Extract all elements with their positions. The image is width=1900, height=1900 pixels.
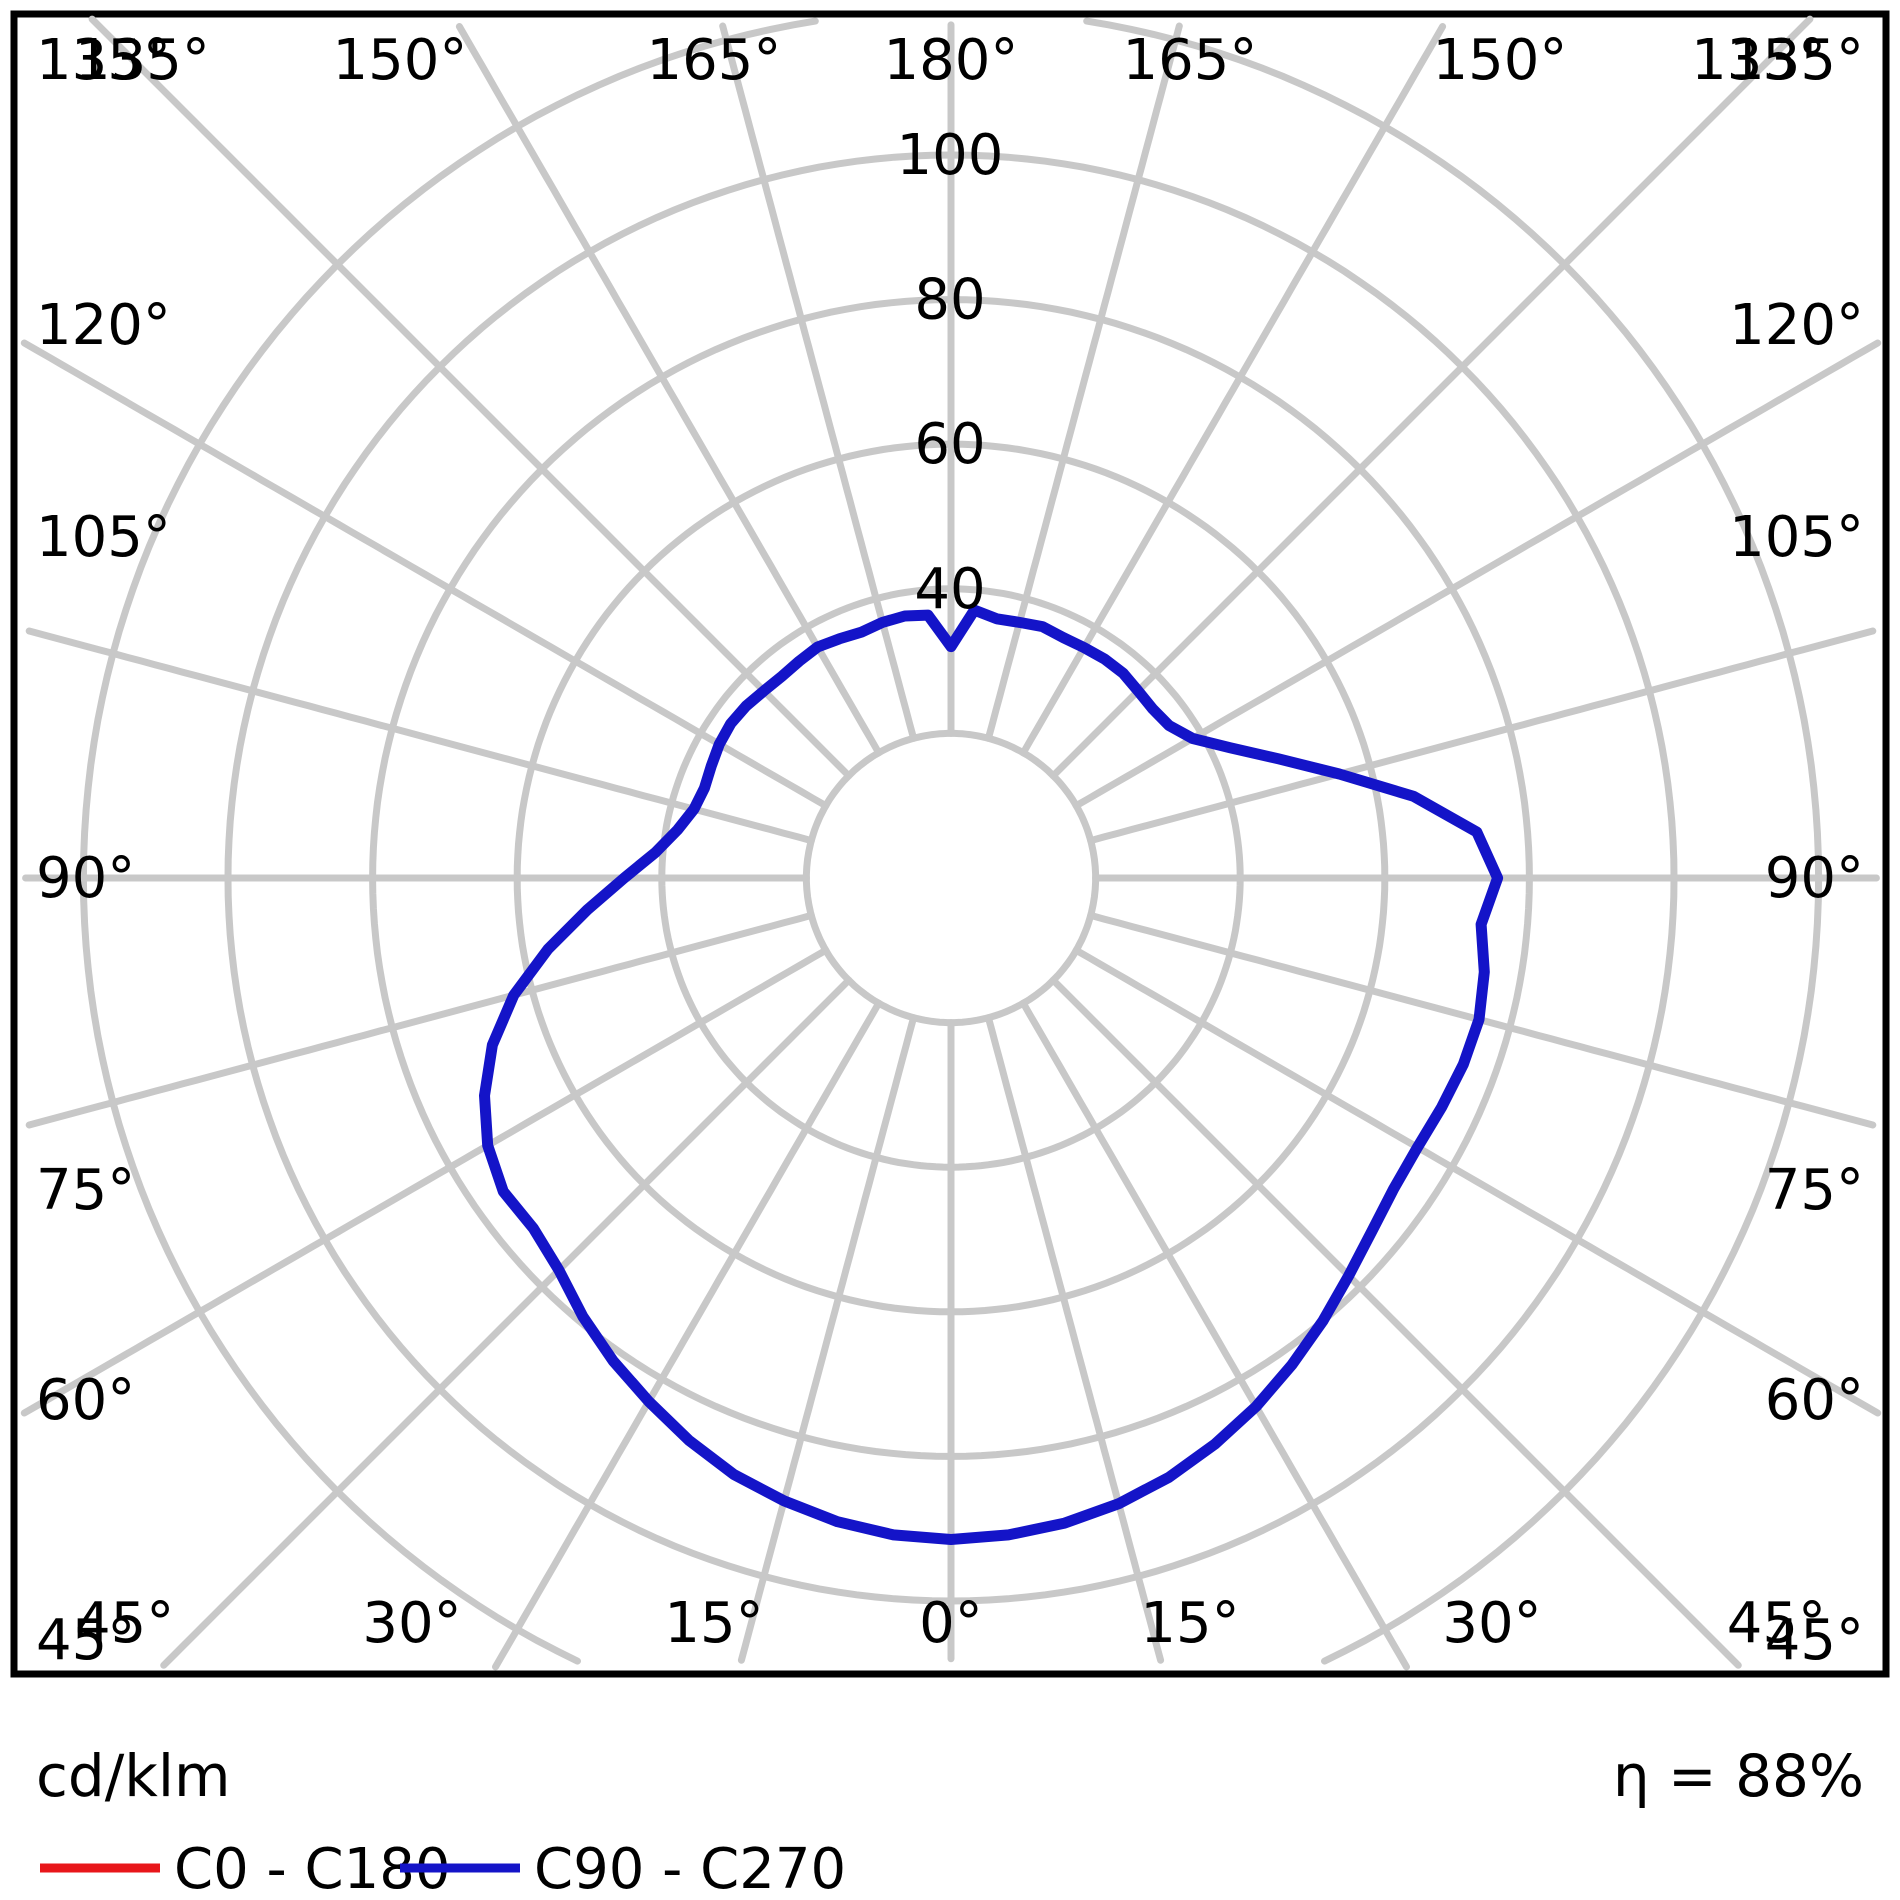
distribution-curves xyxy=(479,604,1504,1545)
angle-label-left: 135° xyxy=(36,28,171,93)
angle-label-top: 135° xyxy=(1691,28,1826,93)
angle-label-bottom: 45° xyxy=(75,1591,174,1656)
grid-spoke xyxy=(20,946,830,1417)
angle-label-top: 180° xyxy=(884,28,1019,93)
angle-label-top: 150° xyxy=(1433,28,1568,93)
angle-label-right: 120° xyxy=(1729,293,1864,358)
angular-tick-labels: 135° 120° 105° 90° 75° 60° 45° 135° 120° 105° 90° 7… xyxy=(36,28,1864,1673)
series-curve xyxy=(479,604,1504,1545)
angle-label-top: 165° xyxy=(1123,28,1258,93)
grid-spoke xyxy=(20,339,830,810)
grid-spoke xyxy=(1072,946,1882,1417)
grid-spoke xyxy=(984,1014,1165,1664)
grid-spoke xyxy=(25,911,815,1129)
angle-label-top: 150° xyxy=(333,28,468,93)
angle-label-right: 90° xyxy=(1765,846,1864,911)
grid-ring xyxy=(79,17,1823,1665)
angle-label-left: 75° xyxy=(36,1158,135,1223)
radial-tick-label: 80 xyxy=(914,268,985,333)
angle-label-left: 90° xyxy=(36,846,135,911)
grid-spoke xyxy=(719,22,918,742)
grid-spoke xyxy=(25,627,815,845)
radial-tick-label: 40 xyxy=(914,557,985,622)
grid-spoke xyxy=(88,15,853,780)
grid-spoke xyxy=(1019,23,1447,757)
unit-label: cd/klm xyxy=(36,1742,230,1810)
radial-tick-labels: 40 60 80 100 xyxy=(897,123,1004,622)
angle-label-bottom: 15° xyxy=(664,1591,763,1656)
angle-label-top: 135° xyxy=(75,28,210,93)
angle-label-bottom: 0° xyxy=(919,1591,983,1656)
grid-spoke xyxy=(1019,999,1410,1671)
grid-spoke xyxy=(1049,15,1814,780)
grid-spoke xyxy=(984,22,1183,742)
angle-label-left: 45° xyxy=(36,1608,135,1673)
angle-label-right: 75° xyxy=(1765,1158,1864,1223)
efficiency-label: η = 88% xyxy=(1613,1742,1864,1810)
grid-spoke xyxy=(1087,627,1877,845)
angle-label-bottom: 15° xyxy=(1140,1591,1239,1656)
grid-spoke xyxy=(492,999,883,1671)
legend-label: C90 - C270 xyxy=(534,1837,846,1900)
polar-grid xyxy=(20,15,1882,1671)
angle-label-right: 45° xyxy=(1765,1608,1864,1673)
angle-label-bottom: 45° xyxy=(1727,1591,1826,1656)
angle-label-left: 120° xyxy=(36,293,171,358)
angle-label-bottom: 30° xyxy=(362,1591,461,1656)
angle-label-right: 60° xyxy=(1765,1368,1864,1433)
grid-spoke xyxy=(1072,339,1882,810)
grid-spoke xyxy=(455,23,883,757)
angle-label-left: 105° xyxy=(36,505,171,570)
angle-label-bottom: 30° xyxy=(1442,1591,1541,1656)
angle-label-right: 135° xyxy=(1729,28,1864,93)
angle-label-right: 105° xyxy=(1729,505,1864,570)
radial-tick-label: 60 xyxy=(914,412,985,477)
grid-spoke xyxy=(160,976,853,1669)
plot-frame xyxy=(10,10,1890,1678)
angle-label-left: 60° xyxy=(36,1368,135,1433)
angle-label-top: 165° xyxy=(647,28,782,93)
grid-spoke xyxy=(1049,976,1742,1669)
grid-spoke xyxy=(737,1014,918,1664)
chart-footer: cd/klm η = 88%C0 - C180 C90 - C270 xyxy=(36,1742,1864,1900)
radial-tick-label: 100 xyxy=(897,123,1004,188)
